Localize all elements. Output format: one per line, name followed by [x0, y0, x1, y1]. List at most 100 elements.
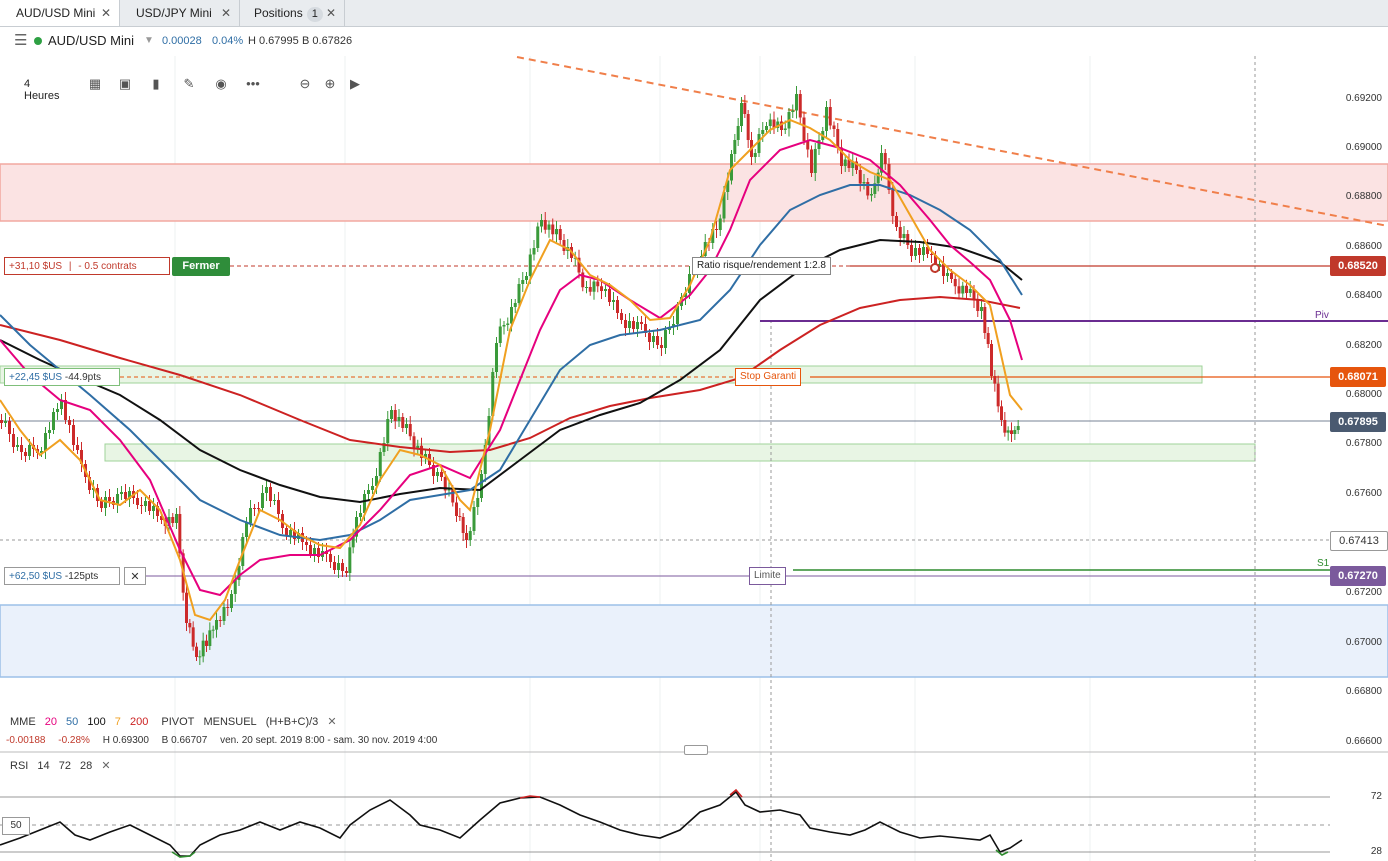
candle-body	[953, 279, 957, 287]
close-position-button[interactable]: Fermer	[172, 257, 230, 276]
play-icon[interactable]: ▶	[350, 76, 360, 91]
mme-label[interactable]: MME	[10, 716, 36, 728]
candle-body	[802, 117, 806, 141]
price-axis-label: 0.69200	[1345, 93, 1382, 104]
candle-body	[736, 126, 740, 140]
candle-body	[588, 287, 592, 292]
panel-resize-handle[interactable]	[684, 745, 708, 755]
tab-usd-jpy[interactable]: USD/JPY Mini ✕	[120, 0, 240, 26]
price-axis-label: 0.68000	[1345, 389, 1382, 400]
candle-body	[795, 94, 798, 111]
instrument-header: ☰ AUD/USD Mini ▼ 0.00028 0.04% H 0.67995…	[0, 27, 1388, 55]
period-high: H 0.69300	[102, 735, 149, 746]
mme-200: 200	[129, 716, 149, 728]
price-chart[interactable]	[0, 56, 1388, 861]
candle-body	[521, 280, 525, 284]
candle-body	[348, 547, 352, 573]
candle-body	[144, 501, 147, 506]
candle-body	[1016, 426, 1020, 430]
candle-body	[608, 289, 611, 302]
bar-chart-icon[interactable]: ▮	[152, 76, 160, 91]
candle-body	[902, 234, 906, 238]
candle-body	[359, 513, 362, 517]
crosshair-price-tag: 0.67413	[1330, 531, 1388, 551]
price-axis-label: 0.67800	[1345, 438, 1382, 449]
limit-label[interactable]: Limite	[749, 567, 786, 585]
remove-indicator-icon[interactable]: ✕	[327, 716, 337, 728]
tab-positions[interactable]: Positions 1 ✕	[240, 0, 345, 26]
position-size: - 0.5 contrats	[78, 261, 137, 272]
indicator-legend: MME 20 50 100 7 200 PIVOT MENSUEL (H+B+C…	[10, 715, 343, 728]
price-axis-label: 0.69000	[1345, 142, 1382, 153]
candle-body	[950, 273, 953, 279]
candle-body	[688, 274, 691, 293]
candle-body	[198, 656, 202, 658]
candle-body	[648, 333, 651, 342]
entry-marker	[930, 263, 940, 273]
position-order-box[interactable]: +31,10 $US | - 0.5 contrats	[4, 257, 170, 275]
candle-body	[52, 412, 55, 430]
candle-body	[382, 443, 386, 452]
candle-body	[612, 300, 615, 302]
candle-body	[48, 430, 51, 433]
candle-body	[961, 285, 965, 294]
zoom-in-icon[interactable]: ⊕	[324, 76, 336, 91]
rsi-param: 28	[80, 760, 93, 772]
more-icon[interactable]: •••	[246, 76, 260, 91]
pivot-indicator-label[interactable]: PIVOT	[161, 716, 195, 728]
candle-body	[317, 548, 320, 557]
candle-body	[660, 345, 663, 348]
candle-body	[733, 140, 737, 154]
candle-body	[273, 500, 276, 501]
candle-body	[455, 502, 458, 516]
change-value: 0.00028	[162, 35, 202, 47]
candle-body	[813, 149, 817, 173]
grid-icon[interactable]: ▦	[88, 76, 102, 91]
zoom-out-icon[interactable]: ⊖	[299, 76, 311, 91]
menu-icon[interactable]: ☰	[14, 32, 28, 49]
candle-body	[68, 420, 71, 425]
pivot-label: Piv	[1315, 310, 1329, 321]
candle-body	[313, 548, 316, 554]
close-icon[interactable]: ✕	[100, 6, 111, 20]
layout-icon[interactable]: ▣	[118, 76, 132, 91]
candle-body	[337, 563, 340, 570]
candle-body	[543, 220, 547, 230]
candle-body	[517, 284, 521, 303]
remove-rsi-icon[interactable]: ✕	[101, 760, 111, 772]
candle-body	[363, 494, 366, 513]
candle-body	[616, 300, 619, 313]
candle-body	[215, 620, 218, 630]
chevron-down-icon[interactable]: ▼	[144, 35, 154, 46]
candle-body	[405, 424, 408, 428]
candle-body	[211, 629, 215, 631]
price-axis-label: 0.68400	[1345, 290, 1382, 301]
candle-body	[1006, 430, 1010, 433]
candle-body	[652, 336, 655, 342]
candle-body	[4, 421, 7, 423]
stop-order-box[interactable]: +22,45 $US -44.9pts	[4, 368, 120, 386]
candle-body	[798, 94, 802, 118]
pencil-icon[interactable]: ✎	[183, 76, 195, 91]
rsi-label[interactable]: RSI	[10, 760, 29, 772]
instrument-name[interactable]: AUD/USD Mini	[48, 33, 134, 48]
stop-garanti-label[interactable]: Stop Garanti	[735, 368, 802, 386]
candle-body	[375, 476, 378, 486]
candle-body	[573, 257, 577, 259]
tab-aud-usd[interactable]: AUD/USD Mini ✕	[0, 0, 120, 26]
cancel-limit-button[interactable]: ✕	[124, 567, 146, 585]
candle-body	[922, 247, 925, 255]
eye-icon[interactable]: ◉	[215, 76, 227, 91]
candle-body	[791, 110, 795, 112]
candle-body	[562, 240, 566, 251]
limit-pl: +62,50 $US	[9, 571, 63, 582]
candle-body	[80, 450, 83, 464]
candle-body	[116, 494, 119, 505]
limit-order-box[interactable]: +62,50 $US -125pts	[4, 567, 120, 585]
close-icon[interactable]: ✕	[325, 6, 336, 20]
timeframe-selector[interactable]: 4 Heures	[24, 78, 60, 102]
close-icon[interactable]: ✕	[220, 6, 231, 20]
candle-body	[465, 533, 468, 540]
candle-body	[540, 220, 543, 227]
candle-body	[776, 121, 780, 128]
